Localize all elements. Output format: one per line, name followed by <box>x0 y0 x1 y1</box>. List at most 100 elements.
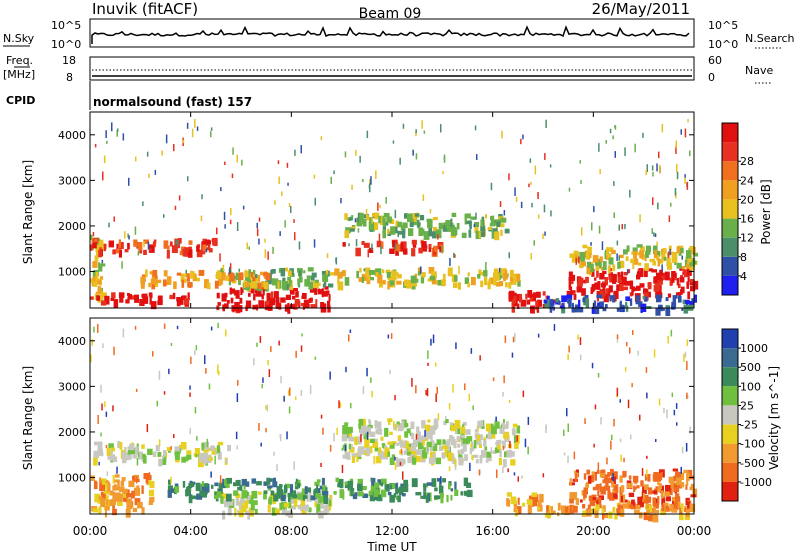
velocity-plot-cell <box>477 420 482 429</box>
velocity-plot-cell <box>387 334 390 339</box>
velocity-plot-cell <box>460 439 463 447</box>
power-plot-cell <box>182 248 185 257</box>
power-plot-cell <box>678 245 684 249</box>
power-plot-cell <box>665 305 670 309</box>
power-plot-cell <box>244 271 249 278</box>
velocity-plot-cell <box>296 482 300 489</box>
power-plot-cell <box>503 277 506 282</box>
power-plot-cell <box>280 297 286 303</box>
velocity-plot-cell <box>522 390 525 398</box>
velocity-plot-cell <box>474 429 478 433</box>
power-plot-cell <box>246 276 252 283</box>
power-plot-cell <box>649 258 656 263</box>
velocity-plot-cell <box>658 473 663 481</box>
velocity-plot-cell <box>680 503 684 512</box>
power-plot-cell <box>596 268 599 278</box>
velocity-plot-cell <box>527 501 532 506</box>
velocity-plot-cell <box>90 354 92 363</box>
power-plot-cell <box>447 225 452 232</box>
velocity-plot-cell <box>641 468 644 476</box>
velocity-plot-cell <box>357 483 363 492</box>
velocity-plot-cell <box>208 454 211 459</box>
velocity-plot-cell <box>204 355 206 365</box>
power-plot-cell <box>286 284 289 291</box>
velocity-plot-cell <box>422 440 425 446</box>
velocity-plot-cell <box>363 418 366 426</box>
power-plot-cell <box>391 274 397 281</box>
power-plot-cell <box>602 307 607 312</box>
velocity-plot-cell <box>401 420 405 430</box>
velocity-plot-cell <box>308 507 312 513</box>
power-colorbar-swatch <box>722 123 738 143</box>
velocity-plot-cell <box>653 472 659 478</box>
velocity-plot-cell <box>469 462 471 471</box>
power-plot-cell <box>493 268 499 275</box>
power-plot-cell <box>190 271 195 279</box>
power-plot-cell <box>255 278 259 282</box>
power-plot-cell <box>490 215 494 220</box>
power-plot-cell <box>282 277 286 284</box>
power-plot-cell <box>163 270 168 277</box>
velocity-plot-cell <box>648 513 654 522</box>
power-plot-cell <box>258 238 260 245</box>
velocity-plot-cell <box>263 490 268 494</box>
velocity-plot-cell <box>560 505 566 509</box>
velocity-plot-cell <box>204 483 209 488</box>
velocity-plot-cell <box>233 490 239 496</box>
velocity-plot-cell <box>105 495 109 502</box>
power-plot-cell <box>675 145 677 154</box>
power-plot-cell <box>606 247 609 256</box>
velocity-plot-cell <box>167 489 172 498</box>
velocity-plot-cell <box>122 497 127 502</box>
power-plot-cell <box>174 205 177 210</box>
power-plot-cell <box>490 182 493 191</box>
power-plot-cell <box>149 248 152 252</box>
power-plot-cell <box>534 165 537 175</box>
power-plot-cell <box>284 220 286 228</box>
velocity-plot-cell <box>593 443 595 448</box>
velocity-plot-cell <box>447 444 451 452</box>
velocity-plot-cell <box>105 506 110 511</box>
power-plot-cell <box>608 257 614 265</box>
velocity-plot-cell <box>210 445 215 451</box>
power-plot-cell <box>320 302 325 308</box>
velocity-plot-cell <box>464 454 468 461</box>
velocity-plot-cell <box>168 479 171 485</box>
velocity-plot-cell <box>462 443 467 452</box>
velocity-plot-cell <box>481 449 487 458</box>
power-plot-cell <box>499 267 501 273</box>
power-plot-cell <box>264 238 266 243</box>
power-plot-cell <box>166 249 170 259</box>
velocity-plot-cell <box>406 451 412 456</box>
velocity-plot-cell <box>684 506 687 511</box>
power-plot-cell <box>290 288 295 295</box>
power-plot-cell <box>586 265 591 275</box>
power-plot-cell <box>435 229 439 236</box>
power-plot-cell <box>429 275 435 280</box>
power-plot-cell <box>165 134 168 144</box>
velocity-plot-cell <box>597 373 600 378</box>
velocity-plot-cell <box>314 356 317 360</box>
velocity-plot-cell <box>145 478 149 484</box>
power-plot-cell <box>632 260 635 269</box>
power-plot-cell <box>178 238 182 244</box>
power-plot-cell <box>500 268 507 276</box>
power-plot-cell <box>520 299 527 307</box>
velocity-plot-cell <box>685 443 688 452</box>
velocity-plot-cell <box>646 469 648 477</box>
velocity-plot-cell <box>344 451 351 459</box>
velocity-plot-cell <box>589 498 596 507</box>
velocity-plot-cell <box>592 497 596 501</box>
power-plot-cell <box>292 295 296 300</box>
velocity-plot-cell <box>568 345 570 353</box>
velocity-plot-cell <box>595 504 600 511</box>
power-plot-cell <box>489 223 496 227</box>
power-plot-cell <box>239 297 243 304</box>
velocity-plot-cell <box>120 480 124 487</box>
velocity-plot-cell <box>260 442 262 447</box>
velocity-plot-cell <box>93 326 95 333</box>
power-plot-cell <box>420 275 425 284</box>
power-plot-cell <box>680 286 685 294</box>
velocity-plot-cell <box>420 495 425 499</box>
nsearch-tick-top: 10^5 <box>708 19 738 32</box>
